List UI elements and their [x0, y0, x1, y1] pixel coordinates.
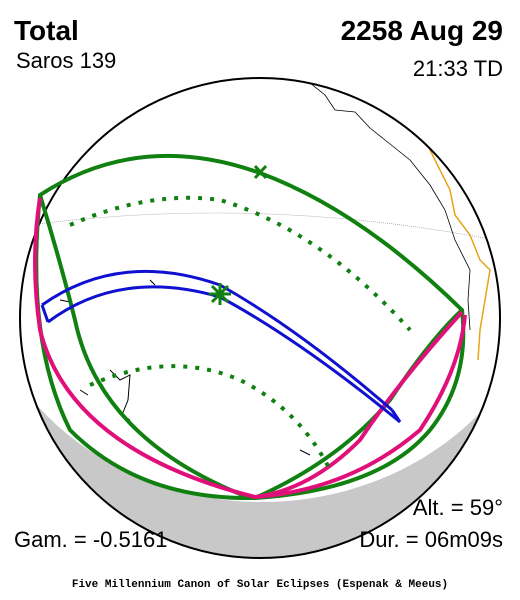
altitude: Alt. = 59°	[413, 495, 503, 520]
date: 2258 Aug 29	[341, 15, 503, 46]
credit: Five Millennium Canon of Solar Eclipses …	[72, 579, 448, 591]
time: 21:33 TD	[413, 56, 503, 81]
duration: Dur. = 06m09s	[359, 527, 503, 552]
eclipse-type: Total	[14, 15, 79, 46]
gamma: Gam. = -0.5161	[14, 527, 167, 552]
saros: Saros 139	[16, 48, 116, 73]
eclipse-paths	[33, 153, 467, 501]
globe	[19, 77, 501, 559]
